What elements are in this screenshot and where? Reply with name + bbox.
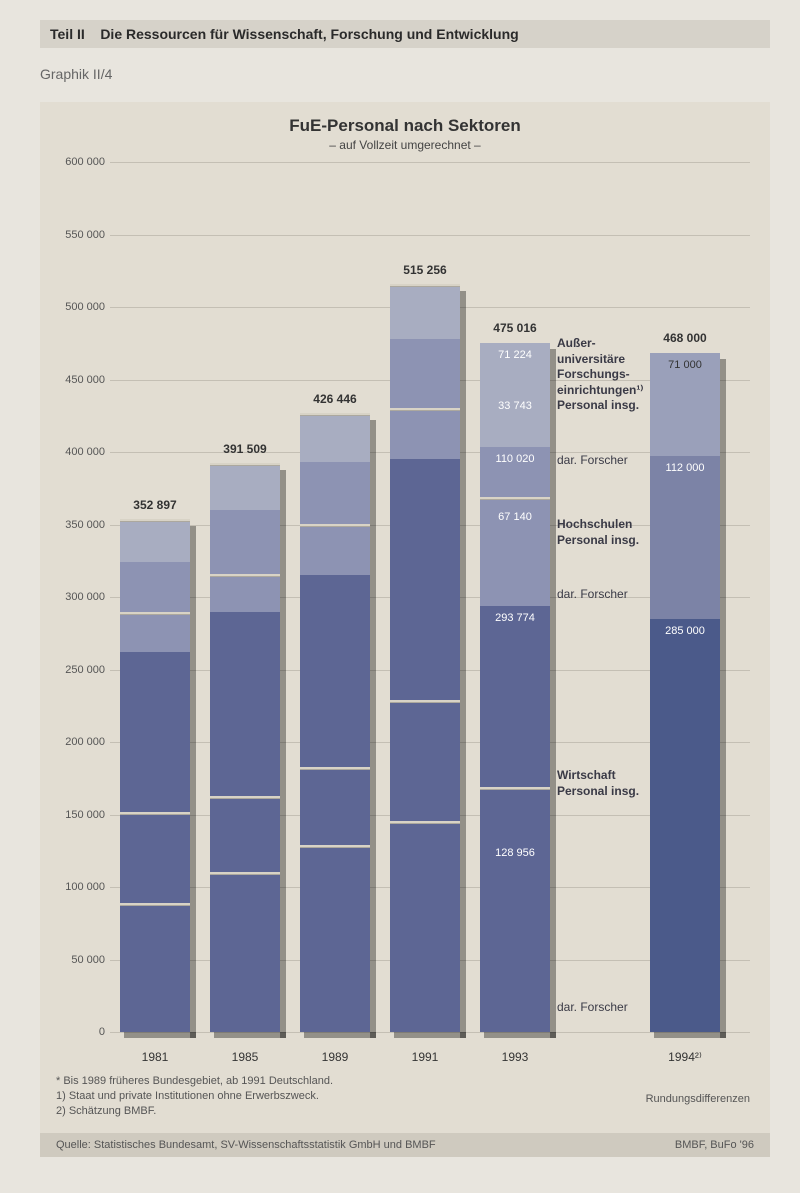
source-right: BMBF, BuFo '96 <box>675 1139 754 1151</box>
y-axis-label: 450 000 <box>55 374 105 386</box>
x-axis-label: 1989 <box>295 1050 375 1064</box>
bar-1991 <box>390 285 460 1032</box>
x-axis-label: 1981 <box>115 1050 195 1064</box>
x-axis-label: 1994²⁾ <box>645 1050 725 1064</box>
y-axis-label: 200 000 <box>55 736 105 748</box>
bar-segment <box>300 575 370 1032</box>
bar-total-label: 426 446 <box>295 392 375 406</box>
bar-1985 <box>210 464 280 1032</box>
segment-value-label: 112 000 <box>650 462 720 474</box>
annotation-hochschulen-forscher: dar. Forscher <box>557 587 628 603</box>
segment-value-label: 71 000 <box>650 359 720 371</box>
bar-1981 <box>120 520 190 1032</box>
y-axis-label: 50 000 <box>55 954 105 966</box>
source-bar: Quelle: Statistisches Bundesamt, SV-Wiss… <box>40 1133 770 1157</box>
y-axis-label: 350 000 <box>55 519 105 531</box>
section-title: Die Ressourcen für Wissenschaft, Forschu… <box>100 26 518 42</box>
annotation-wirtschaft: WirtschaftPersonal insg. <box>557 768 639 799</box>
bar-segment <box>300 462 370 575</box>
bar-segment <box>480 447 550 607</box>
bar-segment <box>650 456 720 618</box>
y-axis-label: 0 <box>55 1026 105 1038</box>
bar-segment <box>120 652 190 1032</box>
x-axis-label: 1985 <box>205 1050 285 1064</box>
bar-1989 <box>300 414 370 1032</box>
bar-total-label: 515 256 <box>385 263 465 277</box>
segment-value-label: 293 774 <box>480 612 550 624</box>
footnotes: * Bis 1989 früheres Bundesgebiet, ab 199… <box>56 1074 333 1119</box>
segment-sub-label: 33 743 <box>480 400 550 412</box>
bar-segment <box>210 510 280 612</box>
y-axis-label: 300 000 <box>55 591 105 603</box>
bar-segment <box>390 285 460 339</box>
bar-segment <box>300 414 370 462</box>
bar-segment <box>210 612 280 1033</box>
segment-value-label: 285 000 <box>650 625 720 637</box>
chart-subtitle: – auf Vollzeit umgerechnet – <box>56 138 754 152</box>
footnote-2: 2) Schätzung BMBF. <box>56 1104 333 1119</box>
chart-container: FuE-Personal nach Sektoren – auf Vollzei… <box>40 102 770 1157</box>
figure-label: Graphik II/4 <box>40 66 770 82</box>
footnote-1: 1) Staat und private Institutionen ohne … <box>56 1089 333 1104</box>
y-axis-label: 400 000 <box>55 446 105 458</box>
annotation-wirtschaft-forscher: dar. Forscher <box>557 1000 628 1016</box>
y-axis-label: 150 000 <box>55 809 105 821</box>
part-label: Teil II <box>50 26 85 42</box>
y-axis-label: 500 000 <box>55 301 105 313</box>
gridline <box>110 235 750 236</box>
annotation-outer-uni-forscher: dar. Forscher <box>557 453 628 469</box>
bar-segment <box>210 464 280 510</box>
annotation-hochschulen: HochschulenPersonal insg. <box>557 517 639 548</box>
bar-total-label: 475 016 <box>475 321 555 335</box>
x-axis-label: 1993 <box>475 1050 555 1064</box>
gridline <box>110 162 750 163</box>
rounding-note: Rundungsdifferenzen <box>646 1093 750 1105</box>
y-axis-label: 600 000 <box>55 156 105 168</box>
source-left: Quelle: Statistisches Bundesamt, SV-Wiss… <box>56 1139 436 1151</box>
y-axis-label: 250 000 <box>55 664 105 676</box>
bar-segment <box>390 339 460 459</box>
chart-plot: 050 000100 000150 000200 000250 000300 0… <box>110 162 750 1032</box>
bar-total-label: 468 000 <box>645 331 725 345</box>
footnote-star: * Bis 1989 früheres Bundesgebiet, ab 199… <box>56 1074 333 1089</box>
bar-segment <box>120 520 190 562</box>
bar-1993: 293 774 128 956 110 020 67 140 71 224 33 743 <box>480 343 550 1032</box>
segment-sub-label: 67 140 <box>480 511 550 523</box>
y-axis-label: 550 000 <box>55 229 105 241</box>
x-axis-label: 1991 <box>385 1050 465 1064</box>
segment-value-label: 71 224 <box>480 349 550 361</box>
segment-value-label: 110 020 <box>480 453 550 465</box>
bar-segment <box>390 459 460 1032</box>
chart-title: FuE-Personal nach Sektoren <box>56 116 754 136</box>
bar-total-label: 352 897 <box>115 498 195 512</box>
bar-1994²⁾: 285 000 112 000 71 000 <box>650 353 720 1032</box>
segment-sub-label: 128 956 <box>480 847 550 859</box>
y-axis-label: 100 000 <box>55 881 105 893</box>
section-header: Teil II Die Ressourcen für Wissenschaft,… <box>40 20 770 48</box>
bar-segment <box>650 619 720 1032</box>
bar-segment <box>480 606 550 1032</box>
annotation-outer-uni: Außer-universitäreForschungs-einrichtung… <box>557 336 643 414</box>
bar-segment <box>120 562 190 652</box>
bar-total-label: 391 509 <box>205 442 285 456</box>
